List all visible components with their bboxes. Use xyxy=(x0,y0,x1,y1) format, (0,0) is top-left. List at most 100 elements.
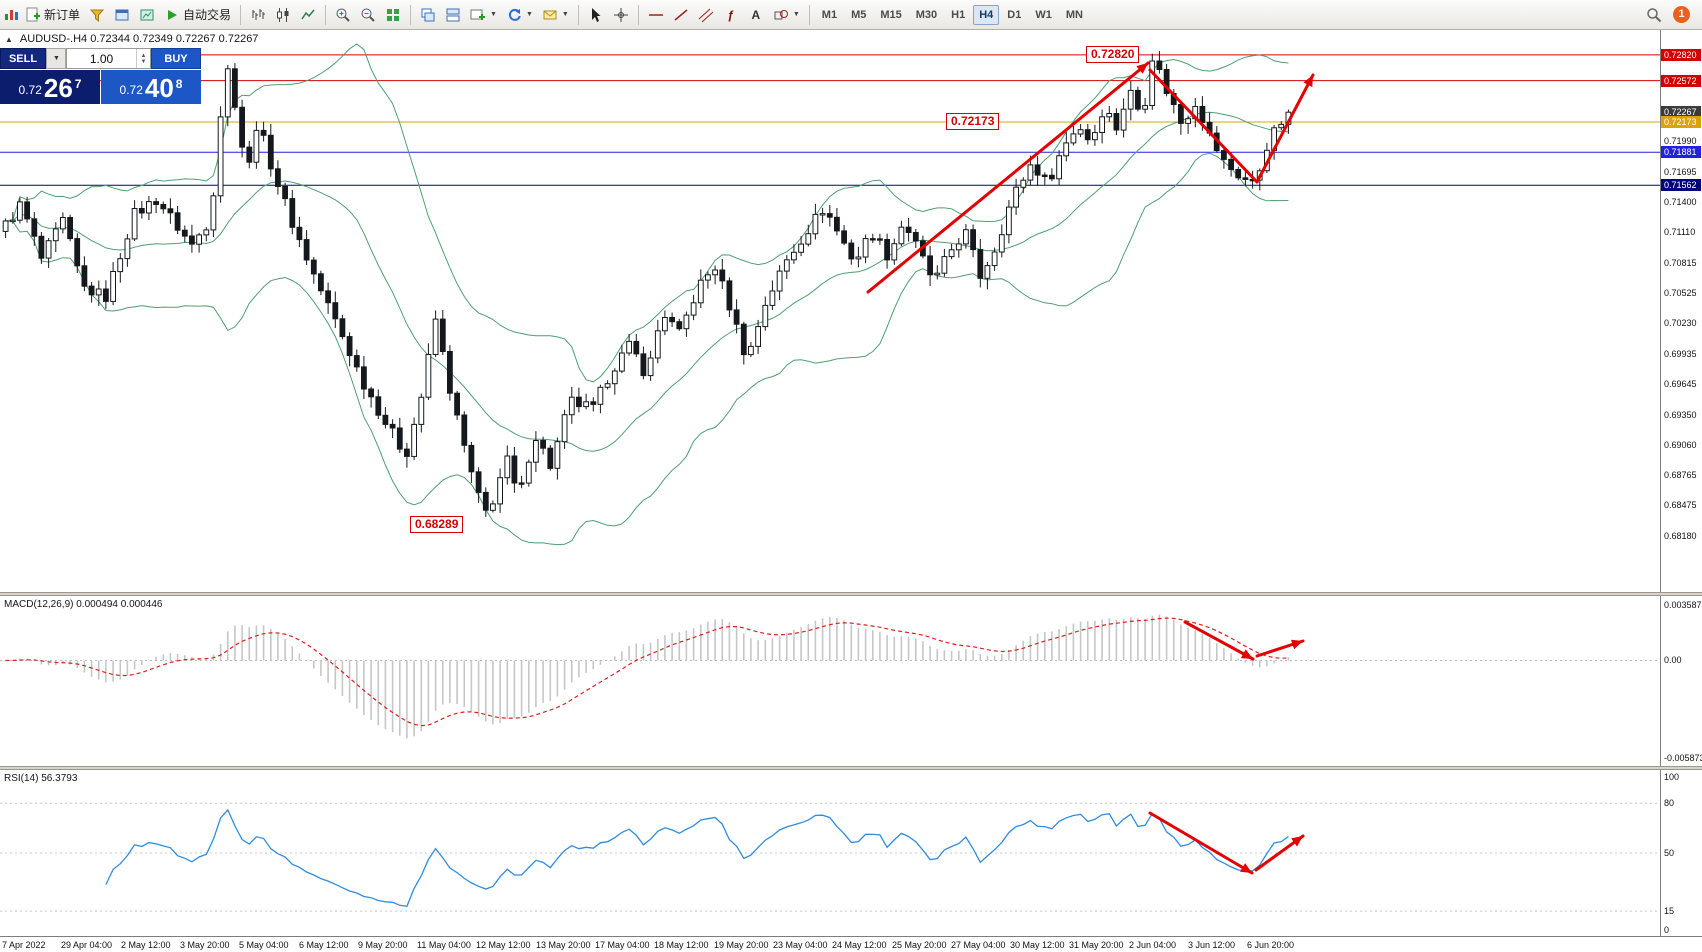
time-axis-label: 27 May 04:00 xyxy=(951,940,1006,950)
macd-axis-label: -0.005873 xyxy=(1664,753,1702,763)
fibonacci-button[interactable]: ƒ xyxy=(719,3,743,27)
tile-windows-button[interactable] xyxy=(381,3,405,27)
time-axis-label: 6 Jun 20:00 xyxy=(1247,940,1295,950)
line-chart-icon xyxy=(300,7,316,23)
timeframe-m15[interactable]: M15 xyxy=(874,5,907,25)
chevron-down-icon: ▼ xyxy=(490,11,497,18)
volume-field[interactable]: 1.00 ▲ ▼ xyxy=(66,48,151,69)
timeframe-m1[interactable]: M1 xyxy=(816,5,843,25)
bar-chart-button[interactable] xyxy=(246,3,270,27)
trendline-button[interactable] xyxy=(669,3,693,27)
toolbar-separator xyxy=(325,4,327,25)
price-axis-badge: 0.72572 xyxy=(1661,75,1701,87)
new-order-button[interactable]: 新订单 xyxy=(21,3,84,27)
buy-price-display[interactable]: 0.72 40 8 xyxy=(101,70,201,104)
time-scale[interactable]: 7 Apr 2022 29 Apr 04:00 2 May 12:00 3 May 2… xyxy=(0,936,1702,952)
equidistant-channel-button[interactable] xyxy=(694,3,718,27)
toolbar-separator xyxy=(808,4,810,25)
crosshair-button[interactable] xyxy=(609,3,633,27)
sell-price-pip: 7 xyxy=(74,77,82,91)
cascade-windows-icon xyxy=(420,7,436,23)
zoom-in-icon xyxy=(335,7,351,23)
line-chart-button[interactable] xyxy=(296,3,320,27)
collapse-panel-icon[interactable]: ▲ xyxy=(5,34,13,44)
time-axis-label: 19 May 20:00 xyxy=(714,940,769,950)
price-axis-badge: 0.72267 xyxy=(1661,106,1701,118)
rsi-pane[interactable]: RSI(14) 56.3793 xyxy=(0,770,1660,936)
pane-splitter[interactable] xyxy=(0,592,1702,596)
navigator-button[interactable] xyxy=(135,3,159,27)
price-scale[interactable]: 0.71990 0.71695 0.71400 0.71110 0.70815 0.705… xyxy=(1660,30,1702,592)
cursor-button[interactable] xyxy=(584,3,608,27)
new-order-icon xyxy=(25,7,41,23)
templates-button[interactable]: ▼ xyxy=(538,3,573,27)
new-chart-button[interactable]: ▼ xyxy=(466,3,501,27)
timeframe-h1[interactable]: H1 xyxy=(945,5,971,25)
sell-price-display[interactable]: 0.72 26 7 xyxy=(0,70,100,104)
order-type-dropdown[interactable]: ▼ xyxy=(46,48,66,69)
pane-splitter[interactable] xyxy=(0,766,1702,770)
profiles-button[interactable]: ▼ xyxy=(502,3,537,27)
candlestick-chart[interactable] xyxy=(0,30,1660,592)
cascade-windows-button[interactable] xyxy=(416,3,440,27)
timeframe-mn[interactable]: MN xyxy=(1060,5,1089,25)
price-axis-label: 0.69060 xyxy=(1664,440,1697,450)
text-label-button[interactable]: A xyxy=(744,3,768,27)
timeframe-m5[interactable]: M5 xyxy=(845,5,872,25)
time-axis-label: 30 May 12:00 xyxy=(1010,940,1065,950)
trendline-icon xyxy=(673,7,689,23)
one-click-trading-panel: SELL ▼ 1.00 ▲ ▼ BUY 0.72 26 7 0.72 40 8 xyxy=(0,48,201,104)
buy-button[interactable]: BUY xyxy=(151,48,201,69)
sell-price-prefix: 0.72 xyxy=(18,83,42,97)
toolbar-right-group: 1 xyxy=(1642,3,1698,27)
price-axis-label: 0.71990 xyxy=(1664,136,1697,146)
time-axis-label: 7 Apr 2022 xyxy=(2,940,46,950)
price-annotation: 0.68289 xyxy=(410,516,464,533)
zoom-in-button[interactable] xyxy=(331,3,355,27)
time-axis-label: 25 May 20:00 xyxy=(892,940,947,950)
rsi-axis-label: 15 xyxy=(1664,906,1675,916)
timeframe-w1[interactable]: W1 xyxy=(1029,5,1058,25)
timeframe-m30[interactable]: M30 xyxy=(910,5,943,25)
notification-badge[interactable]: 1 xyxy=(1673,6,1690,23)
horizontal-line-button[interactable] xyxy=(644,3,668,27)
macd-scale[interactable]: 0.003587 0.00 -0.005873 xyxy=(1660,596,1702,766)
time-axis-label: 13 May 20:00 xyxy=(536,940,591,950)
macd-pane[interactable]: MACD(12,26,9) 0.000494 0.000446 xyxy=(0,596,1660,766)
macd-chart[interactable] xyxy=(0,596,1660,766)
rsi-chart[interactable] xyxy=(0,770,1660,936)
auto-trading-button[interactable]: 自动交易 xyxy=(160,3,235,27)
chart-window-button[interactable] xyxy=(110,3,134,27)
market-watch-button[interactable] xyxy=(85,3,109,27)
spin-up-icon[interactable]: ▲ xyxy=(140,52,147,59)
zoom-out-button[interactable] xyxy=(356,3,380,27)
app-icon xyxy=(4,7,20,23)
timeframe-h4[interactable]: H4 xyxy=(973,4,1000,25)
shapes-button[interactable]: ▼ xyxy=(769,3,804,27)
price-axis-label: 0.68765 xyxy=(1664,470,1697,480)
price-axis-label: 0.68475 xyxy=(1664,500,1697,510)
chart-window-icon xyxy=(114,7,130,23)
toolbar-separator xyxy=(637,4,639,25)
search-button[interactable] xyxy=(1642,3,1666,27)
horizontal-line-icon xyxy=(648,7,664,23)
time-axis-label: 23 May 04:00 xyxy=(773,940,828,950)
timeframe-d1[interactable]: D1 xyxy=(1001,5,1027,25)
time-axis-label: 31 May 20:00 xyxy=(1069,940,1124,950)
buy-price-pip: 8 xyxy=(175,77,183,91)
timeframe-toolbar: M1 M5 M15 M30 H1 H4 D1 W1 MN xyxy=(815,4,1090,25)
arrange-windows-button[interactable] xyxy=(441,3,465,27)
volume-stepper[interactable]: ▲ ▼ xyxy=(136,49,150,68)
toolbar-separator xyxy=(577,4,579,25)
auto-trading-label: 自动交易 xyxy=(183,8,232,22)
price-axis-label: 0.70230 xyxy=(1664,318,1697,328)
rsi-axis-label: 0 xyxy=(1664,925,1670,935)
main-chart-pane[interactable]: ▲ AUDUSD-.H4 0.72344 0.72349 0.72267 0.7… xyxy=(0,30,1660,592)
spin-down-icon[interactable]: ▼ xyxy=(140,58,147,65)
volume-value[interactable]: 1.00 xyxy=(89,51,114,66)
candlestick-chart-button[interactable] xyxy=(271,3,295,27)
rsi-scale[interactable]: 100 80 50 15 0 xyxy=(1660,770,1702,936)
rsi-axis-label: 50 xyxy=(1664,848,1675,858)
sell-button[interactable]: SELL xyxy=(0,48,46,69)
market-watch-icon xyxy=(89,7,105,23)
